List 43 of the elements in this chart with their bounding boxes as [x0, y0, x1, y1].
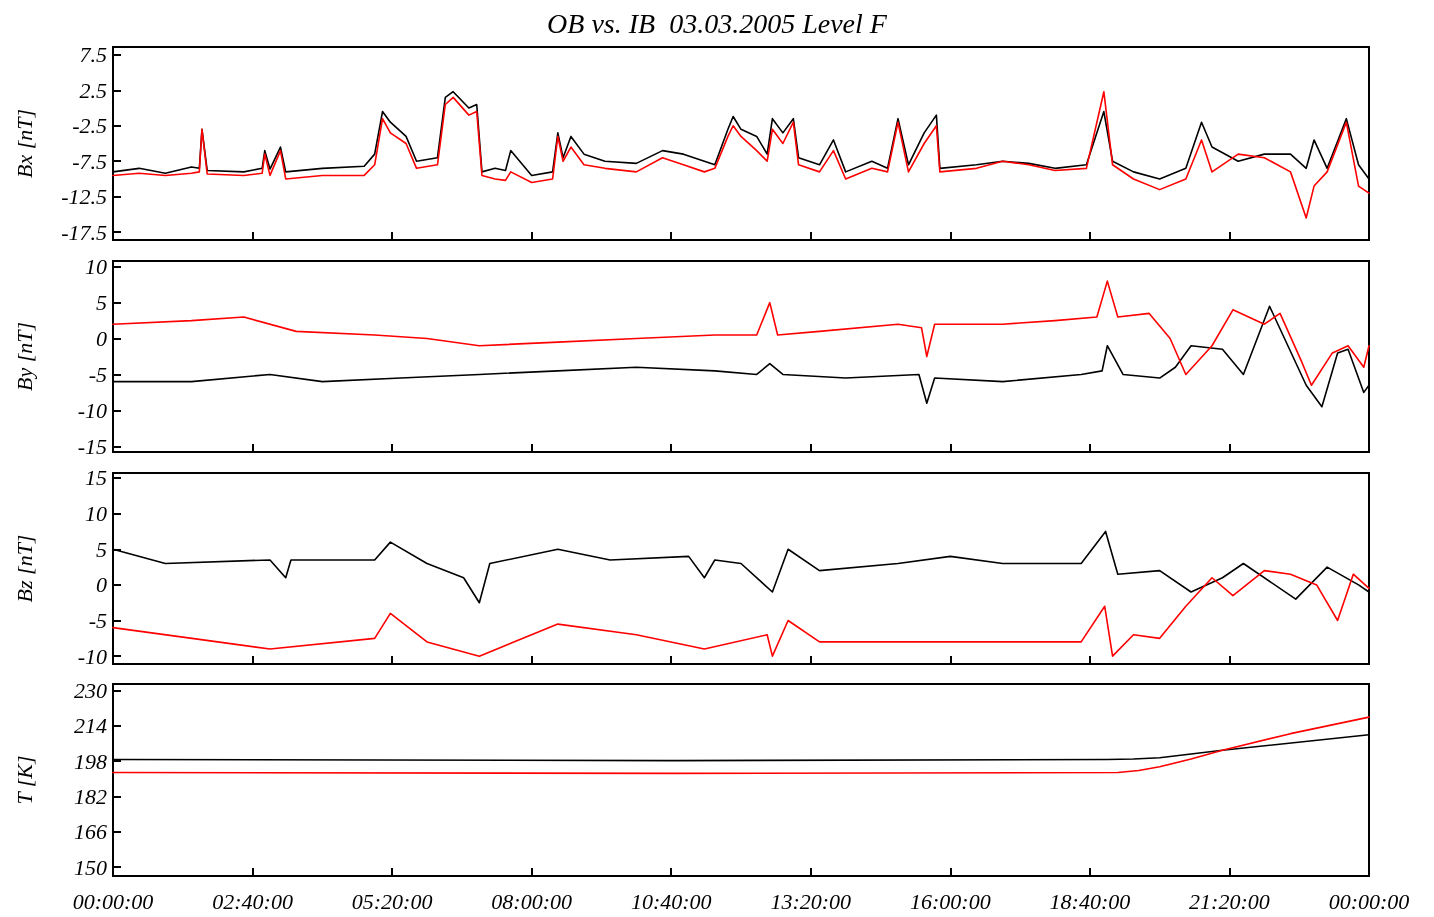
line-series — [112, 280, 1370, 387]
y-tick-label: 15 — [85, 465, 107, 491]
y-axis-title: T [K] — [11, 755, 37, 805]
x-tick-label: 05:20:00 — [351, 888, 433, 914]
y-axis-title: By [nT] — [11, 321, 37, 392]
y-tick-label: 198 — [74, 748, 107, 774]
x-tick-label: 00:00:00 — [1328, 888, 1410, 914]
y-tick-label: -10 — [77, 397, 107, 423]
x-tick-label: 00:00:00 — [72, 888, 154, 914]
y-tick-label: -5 — [88, 608, 107, 634]
y-tick-label: -7.5 — [72, 148, 107, 174]
y-tick-label: -10 — [77, 643, 107, 669]
y-tick-label: -12.5 — [61, 184, 107, 210]
y-axis-title: Bx [nT] — [11, 108, 37, 179]
y-axis-title: Bz [nT] — [11, 534, 37, 603]
y-tick-label: 5 — [96, 290, 107, 316]
x-tick-label: 02:40:00 — [212, 888, 293, 914]
y-tick-label: 10 — [85, 254, 107, 280]
chart-title: OB vs. IB 03.03.2005 Level F — [547, 7, 888, 39]
x-tick-label: 18:40:00 — [1049, 888, 1131, 914]
y-tick-label: 10 — [85, 501, 107, 527]
line-series — [112, 90, 1370, 219]
y-tick-label: 0 — [96, 572, 107, 598]
y-tick-label: 182 — [74, 784, 107, 810]
y-tick-label: 5 — [96, 536, 107, 562]
x-tick-label: 13:20:00 — [770, 888, 852, 914]
y-tick-label: -5 — [88, 361, 107, 387]
line-series — [112, 716, 1370, 775]
y-tick-label: 2.5 — [79, 77, 107, 103]
x-tick-label: 10:40:00 — [630, 888, 712, 914]
y-tick-label: 150 — [74, 854, 107, 880]
y-tick-label: 7.5 — [79, 42, 107, 68]
y-tick-label: 166 — [74, 819, 107, 845]
y-tick-label: -2.5 — [72, 113, 107, 139]
x-tick-label: 16:00:00 — [910, 888, 991, 914]
y-tick-label: 0 — [96, 326, 107, 352]
y-tick-label: 214 — [74, 713, 107, 739]
y-tick-label: -15 — [77, 433, 107, 459]
x-tick-label: 21:20:00 — [1189, 888, 1270, 914]
y-tick-label: -17.5 — [61, 219, 107, 245]
x-tick-label: 08:00:00 — [491, 888, 572, 914]
y-tick-label: 230 — [74, 678, 107, 704]
line-series — [112, 569, 1370, 657]
